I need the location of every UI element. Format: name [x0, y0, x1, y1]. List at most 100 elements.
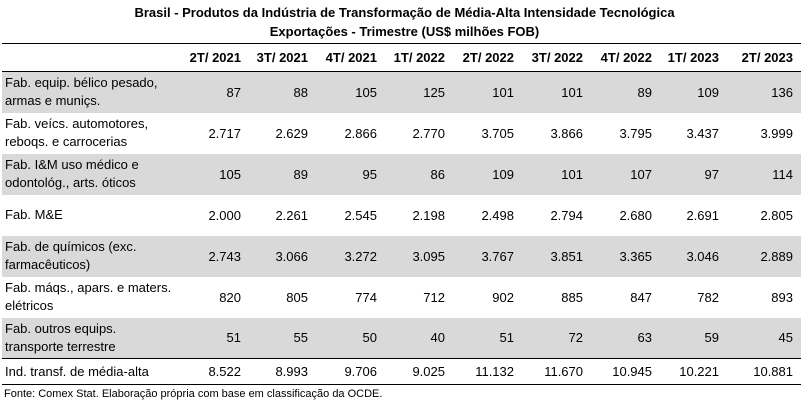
- table-cell: 105: [182, 153, 249, 195]
- table-cell: 3.365: [591, 235, 660, 277]
- row-label: Fab. M&E: [2, 195, 182, 236]
- table-cell: 88: [249, 71, 316, 113]
- source-note: Fonte: Comex Stat. Elaboração própria co…: [4, 388, 383, 400]
- table-cell: 2.691: [686, 207, 719, 223]
- table-cell: 114: [727, 153, 801, 195]
- table-cell: 105: [316, 71, 385, 113]
- table-row: Fab. M&E 2.000 2.261 2.545 2.198 2.498 2.794 2.…: [2, 195, 801, 236]
- table-title: Brasil - Produtos da Indústria de Transf…: [0, 0, 809, 43]
- table-cell: 3.705: [481, 125, 514, 141]
- table-cell: 3.437: [686, 125, 719, 141]
- total-row: Ind. transf. de média-alta 8.522 8.993 9…: [2, 358, 801, 385]
- table-row: Fab. veícs. automotores, reboqs. e carroc…: [2, 113, 801, 154]
- table-cell: 51: [182, 317, 249, 359]
- table-cell: 820: [219, 289, 241, 305]
- table-cell: 50: [316, 317, 385, 359]
- table-cell: 2.743: [182, 235, 249, 277]
- table-cell: 97: [660, 153, 727, 195]
- row-label: Fab. veícs. automotores, reboqs. e carroc…: [2, 113, 182, 154]
- table-cell: 40: [385, 317, 453, 359]
- table-cell: 3.767: [453, 235, 522, 277]
- table-cell: 805: [286, 289, 308, 305]
- title-line-2: Exportações - Trimestre (US$ milhões FOB…: [269, 24, 540, 39]
- table-cell: 51: [453, 317, 522, 359]
- table-cell: 3.095: [385, 235, 453, 277]
- row-label-line: Fab. de químicos (exc.: [5, 239, 137, 254]
- row-label: Ind. transf. de média-alta: [2, 358, 182, 385]
- table-cell: 2.198: [412, 207, 445, 223]
- exports-table: 2T/ 2021 3T/ 2021 4T/ 2021 1T/ 2022 2T/ …: [2, 43, 801, 385]
- header-cell-label: [2, 43, 182, 72]
- header-cell: 1T/ 2022: [385, 43, 453, 72]
- table-cell: 101: [522, 71, 591, 113]
- header-cell: 4T/ 2022: [591, 43, 660, 72]
- row-label: Fab. de químicos (exc. farmacêuticos): [2, 235, 182, 277]
- row-label-line: Fab. M&E: [5, 207, 63, 222]
- table-cell: 9.025: [385, 358, 453, 385]
- title-line-1: Brasil - Produtos da Indústria de Transf…: [134, 5, 675, 20]
- table-cell: 2.629: [275, 125, 308, 141]
- table-cell: 3.866: [550, 125, 583, 141]
- table-cell: 8.522: [182, 358, 249, 385]
- table-cell: 10.881: [727, 358, 801, 385]
- table-row: Fab. outros equips. transporte terrestre 5…: [2, 317, 801, 359]
- header-row: 2T/ 2021 3T/ 2021 4T/ 2021 1T/ 2022 2T/ …: [2, 43, 801, 72]
- row-label-line: Fab. I&M uso médico e: [5, 157, 139, 172]
- table-cell: 2.770: [412, 125, 445, 141]
- table-cell: 89: [249, 153, 316, 195]
- table-cell: 893: [771, 289, 793, 305]
- table-cell: 8.993: [249, 358, 316, 385]
- table-row: Fab. de químicos (exc. farmacêuticos) 2.74…: [2, 235, 801, 277]
- header-cell: 2T/ 2022: [453, 43, 522, 72]
- table-cell: 902: [492, 289, 514, 305]
- row-label-line: Fab. equip. bélico pesado,: [5, 75, 158, 91]
- table-cell: 2.498: [481, 207, 514, 223]
- table-cell: 45: [727, 317, 801, 359]
- row-label-line: farmacêuticos): [5, 257, 91, 272]
- table-cell: 87: [182, 71, 249, 113]
- table-row: Fab. equip. bélico pesado, armas e muniçs…: [2, 71, 801, 113]
- table-cell: 109: [660, 71, 727, 113]
- table-cell: 136: [727, 71, 801, 113]
- table-cell: 63: [591, 317, 660, 359]
- header-cell: 4T/ 2021: [316, 43, 385, 72]
- table-cell: 11.132: [453, 358, 522, 385]
- table-cell: 3.851: [522, 235, 591, 277]
- table-cell: 3.066: [249, 235, 316, 277]
- row-label-line: reboqs. e carrocerias: [5, 134, 128, 149]
- row-label-line: Fab. outros equips.: [5, 320, 117, 336]
- row-label-line: transporte terrestre: [5, 338, 116, 354]
- row-label-line: armas e muniçs.: [5, 93, 101, 109]
- table-cell: 3.999: [760, 125, 793, 141]
- table-cell: 2.000: [208, 207, 241, 223]
- table-cell: 95: [316, 153, 385, 195]
- table-cell: 125: [385, 71, 453, 113]
- table-cell: 86: [385, 153, 453, 195]
- table-cell: 2.889: [727, 235, 801, 277]
- table-cell: 3.795: [619, 125, 652, 141]
- row-label: Fab. equip. bélico pesado, armas e muniçs…: [2, 71, 182, 113]
- table-cell: 885: [561, 289, 583, 305]
- table-cell: 101: [522, 153, 591, 195]
- table-cell: 774: [355, 289, 377, 305]
- table-cell: 782: [697, 289, 719, 305]
- header-cell: 3T/ 2021: [249, 43, 316, 72]
- table-cell: 2.794: [550, 207, 583, 223]
- row-label-line: Fab. veícs. automotores,: [5, 116, 149, 131]
- header-cell: 3T/ 2022: [522, 43, 591, 72]
- table-cell: 11.670: [522, 358, 591, 385]
- table-cell: 3.046: [660, 235, 727, 277]
- row-label: Fab. I&M uso médico e odontológ., arts. ó…: [2, 153, 182, 195]
- table-cell: 2.866: [344, 125, 377, 141]
- table-cell: 2.680: [619, 207, 652, 223]
- table-cell: 2.261: [275, 207, 308, 223]
- table-cell: 55: [249, 317, 316, 359]
- row-label-line: Fab. máqs., apars. e maters.: [5, 280, 172, 295]
- row-label-line: odontológ., arts. óticos: [5, 175, 136, 190]
- table-cell: 72: [522, 317, 591, 359]
- row-label: Fab. máqs., apars. e maters. elétricos: [2, 277, 182, 318]
- table-cell: 2.545: [344, 207, 377, 223]
- table-cell: 10.945: [591, 358, 660, 385]
- table-cell: 10.221: [660, 358, 727, 385]
- table-cell: 847: [630, 289, 652, 305]
